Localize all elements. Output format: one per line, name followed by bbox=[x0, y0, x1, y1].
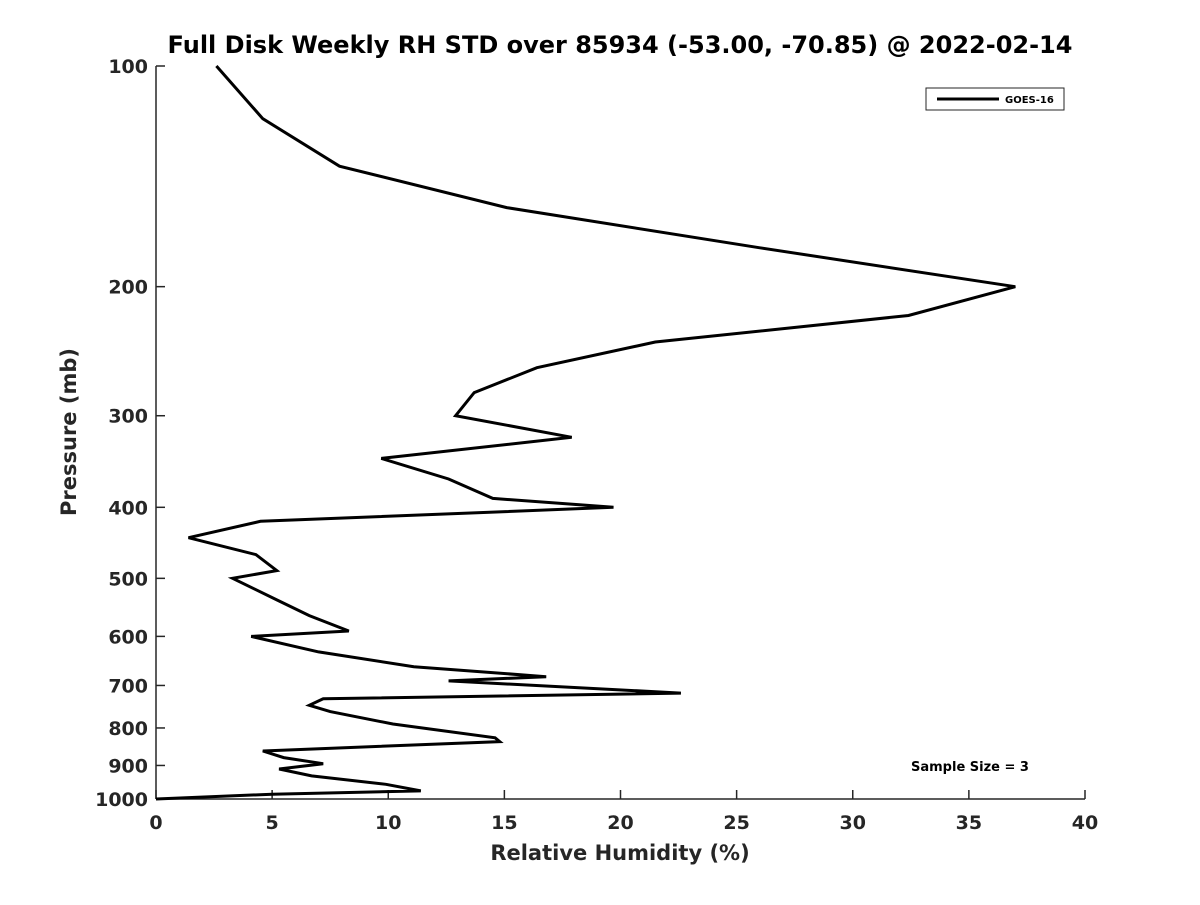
y-tick-label: 500 bbox=[108, 568, 148, 590]
legend-label-goes-16: GOES-16 bbox=[1005, 95, 1054, 106]
y-tick-label: 700 bbox=[108, 675, 148, 697]
x-axis-label: Relative Humidity (%) bbox=[490, 841, 749, 865]
y-tick-label: 600 bbox=[108, 626, 148, 648]
x-tick-label: 5 bbox=[266, 812, 279, 834]
legend: GOES-16 bbox=[925, 87, 1065, 111]
y-tick-label: 100 bbox=[108, 56, 148, 78]
x-tick-label: 15 bbox=[491, 812, 517, 834]
y-axis-label: Pressure (mb) bbox=[57, 348, 81, 516]
sample-size-annotation: Sample Size = 3 bbox=[911, 760, 1029, 775]
y-tick-label: 1000 bbox=[95, 789, 148, 811]
x-tick-label: 35 bbox=[956, 812, 982, 834]
chart-title: Full Disk Weekly RH STD over 85934 (-53.… bbox=[168, 31, 1073, 59]
y-tick-label: 200 bbox=[108, 277, 148, 299]
x-tick-label: 0 bbox=[149, 812, 162, 834]
x-tick-label: 20 bbox=[607, 812, 633, 834]
y-tick-label: 800 bbox=[108, 718, 148, 740]
y-ticks: 100 200 300 400 500 600 700 800 900 1000 bbox=[95, 56, 165, 811]
x-tick-label: 10 bbox=[375, 812, 401, 834]
series-line-goes-16 bbox=[155, 65, 1016, 801]
y-tick-label: 300 bbox=[108, 406, 148, 428]
x-tick-label: 25 bbox=[723, 812, 749, 834]
y-tick-label: 400 bbox=[108, 497, 148, 519]
series-layer bbox=[155, 65, 1016, 801]
x-tick-label: 40 bbox=[1072, 812, 1098, 834]
y-tick-label: 900 bbox=[108, 755, 148, 777]
x-ticks: 0 5 10 15 20 25 30 35 40 bbox=[149, 790, 1098, 834]
x-tick-label: 30 bbox=[840, 812, 866, 834]
